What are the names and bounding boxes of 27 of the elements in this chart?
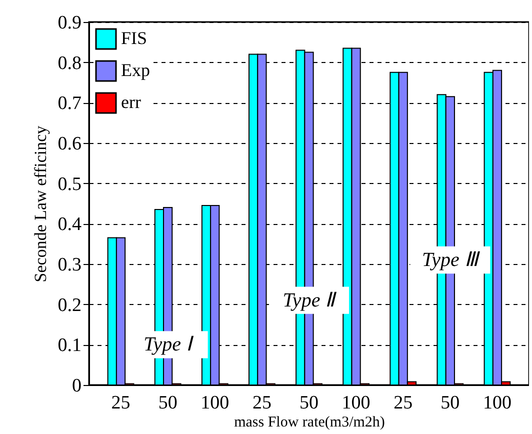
x-tick-label: 50: [300, 392, 318, 414]
x-tick-label: 100: [482, 392, 512, 414]
y-axis-title: Seconde Law efficincy: [30, 125, 50, 282]
y-tick-label: 0.4: [58, 214, 82, 236]
y-tick-label: 0: [72, 376, 82, 396]
x-axis-title: mass Flow rate(m3/m2h): [234, 414, 385, 430]
x-tick-label: 50: [440, 392, 460, 414]
annotation: Type Ⅱ: [282, 289, 338, 312]
y-tick-label: 0.1: [58, 335, 82, 356]
x-tick-label: 50: [158, 392, 178, 414]
y-tick-label: 0.8: [58, 52, 82, 74]
y-tick-label: 0.5: [58, 174, 82, 195]
x-tick-label: 100: [200, 392, 230, 414]
y-tick-label: 0.9: [58, 12, 82, 34]
y-tick-label: 0.7: [58, 93, 82, 114]
annotation: Type Ⅲ: [422, 248, 480, 271]
x-tick-label: 25: [252, 392, 272, 414]
y-tick-label: 0.3: [58, 254, 82, 276]
legend-label: Exp: [121, 60, 150, 80]
x-tick-label: 25: [111, 392, 130, 414]
x-tick-label: 100: [342, 392, 370, 414]
legend-label: FIS: [121, 28, 148, 48]
annotation: Type Ⅰ: [144, 334, 194, 356]
y-tick-label: 0.2: [58, 294, 82, 316]
y-tick-label: 0.6: [58, 134, 82, 154]
x-tick-label: 25: [394, 392, 413, 414]
legend-label: err: [121, 92, 141, 112]
